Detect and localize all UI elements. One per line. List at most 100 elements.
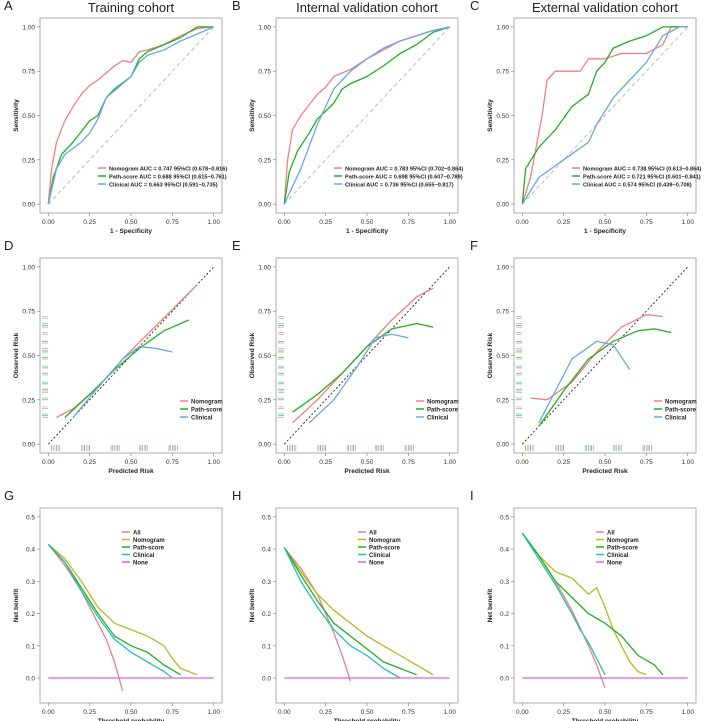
series-line-path-score: [292, 322, 434, 413]
y-tick-label: 1.00: [22, 264, 35, 271]
legend-label: Nomogram: [665, 399, 697, 405]
y-tick-label: 0.3: [26, 579, 35, 586]
series-line-clinical: [521, 26, 688, 205]
x-tick-label: 0.50: [361, 709, 374, 716]
series-line-nomogram: [47, 543, 198, 676]
y-tick-label: 0.5: [500, 514, 509, 521]
panel-letter: H: [232, 488, 241, 503]
series-line-clinical: [47, 543, 173, 679]
series-line-clinical: [308, 333, 409, 424]
y-tick-label: 0.2: [500, 611, 509, 618]
y-tick-label: 0.50: [258, 353, 271, 360]
x-tick-label: 1.00: [207, 219, 220, 226]
x-tick-label: 0.00: [42, 709, 55, 716]
legend-label: Clinical AUC = 0.663 95%CI (0.591−0.735): [109, 182, 218, 188]
y-tick-label: 0.75: [496, 69, 509, 76]
series-line-nomogram: [283, 547, 434, 676]
legend-label: Nomogram AUC = 0.747 95%CI (0.678−0.816): [109, 166, 227, 172]
legend-label: Clinical: [427, 415, 449, 421]
series-line-nomogram: [521, 532, 647, 676]
panel-title: Training cohort: [88, 0, 175, 15]
x-axis-label: Predicted Risk: [582, 468, 628, 475]
legend-label: Nomogram: [369, 538, 401, 544]
x-tick-label: 1.00: [681, 459, 694, 466]
legend-label: Nomogram: [607, 538, 639, 544]
panel-letter: I: [470, 488, 474, 503]
series-line-path-score: [283, 547, 417, 676]
x-tick-label: 0.25: [83, 709, 96, 716]
x-tick-label: 0.25: [83, 459, 96, 466]
legend-label: Path-score: [191, 407, 223, 413]
y-tick-label: 0.00: [22, 442, 35, 449]
series-line-nomogram: [56, 284, 198, 419]
panel-letter: G: [4, 488, 14, 503]
x-tick-label: 0.50: [125, 219, 138, 226]
panel-f: F 0.00 0.25 0.50 0.75 1.00 0.00 0.25 0.50 0.75 1.0…: [470, 238, 697, 475]
y-axis-label: Observed Risk: [487, 332, 494, 378]
x-tick-label: 0.75: [640, 219, 653, 226]
y-axis-label: Net benefit: [249, 588, 256, 622]
panel-letter: E: [232, 238, 241, 253]
y-tick-label: 0.4: [262, 547, 271, 554]
x-tick-label: 0.25: [319, 219, 332, 226]
x-axis-label: Threshold probability: [98, 718, 165, 721]
series-line-clinical: [521, 532, 606, 676]
y-tick-label: 0.4: [26, 547, 35, 554]
x-tick-label: 1.00: [681, 219, 694, 226]
panel-c: C External validation cohort 0.00 0.25 0.50 0…: [470, 0, 701, 235]
x-tick-label: 0.50: [125, 459, 138, 466]
x-tick-label: 0.75: [166, 219, 179, 226]
x-tick-label: 1.00: [443, 709, 456, 716]
y-tick-label: 0.50: [22, 353, 35, 360]
x-tick-label: 0.25: [83, 219, 96, 226]
series-line-path-score: [283, 26, 450, 205]
y-tick-label: 0.1: [26, 643, 35, 650]
y-tick-label: 0.3: [262, 579, 271, 586]
y-tick-label: 0.00: [258, 202, 271, 209]
y-tick-label: 0.5: [26, 514, 35, 521]
ideal-calibration-line: [521, 266, 689, 445]
x-axis-label: 1 - Specificity: [346, 228, 388, 235]
panel-e: E 0.00 0.25 0.50 0.75 1.00 0.00 0.25 0.50 0.75 1.0…: [232, 238, 459, 475]
series-line-clinical: [538, 340, 631, 424]
panel-h: H 0.0 0.1 0.2 0.3 0.4 0.5 0.00 0.25 0.50 0.75 1.00 T…: [232, 488, 459, 721]
reference-diagonal: [283, 26, 451, 205]
x-tick-label: 0.00: [42, 219, 55, 226]
legend-label: Clinical: [133, 553, 155, 559]
y-tick-label: 0.00: [496, 202, 509, 209]
y-tick-label: 1.00: [496, 264, 509, 271]
y-tick-label: 1.00: [258, 264, 271, 271]
x-tick-label: 0.75: [640, 709, 653, 716]
x-tick-label: 0.25: [319, 709, 332, 716]
x-tick-label: 0.50: [361, 219, 374, 226]
x-axis-label: Threshold probability: [572, 718, 639, 721]
x-tick-label: 0.75: [402, 219, 415, 226]
x-tick-label: 0.75: [640, 459, 653, 466]
y-tick-label: 0.1: [262, 643, 271, 650]
legend-label: All: [607, 530, 615, 536]
legend-label: Nomogram: [133, 538, 165, 544]
legend-label: Clinical: [191, 415, 213, 421]
legend-label: Path-score AUC = 0.721 95%CI (0.601−0.84…: [583, 174, 701, 180]
y-axis-label: Net benefit: [13, 588, 20, 622]
x-tick-label: 0.00: [278, 709, 291, 716]
x-tick-label: 0.50: [599, 459, 612, 466]
legend-label: Path-score: [607, 545, 639, 551]
legend-label: None: [607, 560, 623, 566]
reference-diagonal: [47, 26, 215, 205]
x-tick-label: 1.00: [207, 459, 220, 466]
series-line-clinical: [47, 26, 214, 205]
x-tick-label: 0.75: [402, 459, 415, 466]
panel-a: A Training cohort 0.00 0.25 0.50 0.75 1.00 0.00…: [4, 0, 227, 235]
panel-b: B Internal validation cohort 0.00 0.25 0.50 0…: [232, 0, 463, 235]
y-tick-label: 0.25: [22, 397, 35, 404]
y-tick-label: 1.00: [22, 24, 35, 31]
x-axis-label: Threshold probability: [334, 718, 401, 721]
ideal-calibration-line: [283, 266, 451, 445]
y-tick-label: 0.50: [258, 113, 271, 120]
x-tick-label: 0.00: [42, 459, 55, 466]
legend-label: All: [133, 530, 141, 536]
y-tick-label: 1.00: [258, 24, 271, 31]
y-tick-label: 0.00: [496, 442, 509, 449]
